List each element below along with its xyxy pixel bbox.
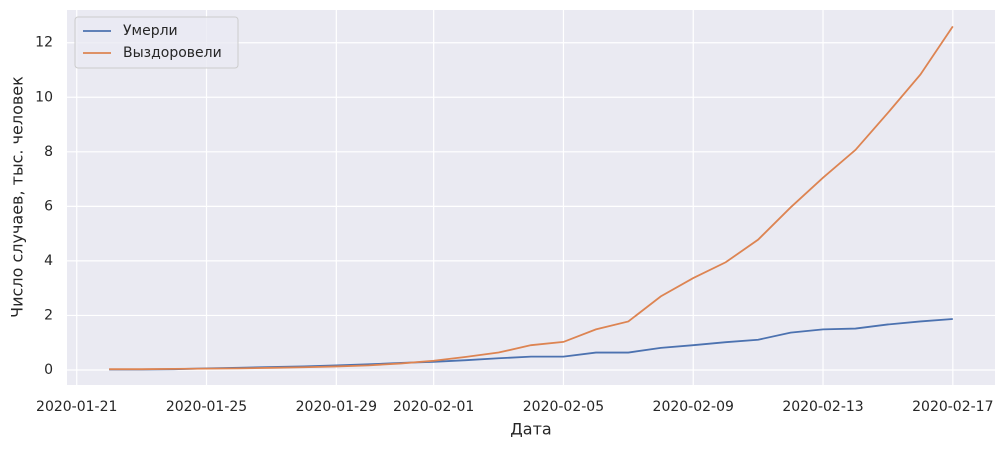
x-tick-label: 2020-02-17 [912, 399, 993, 415]
y-tick-label: 12 [35, 35, 53, 51]
legend-label: Умерли [123, 23, 178, 39]
y-tick-label: 6 [44, 198, 53, 214]
y-tick-label: 4 [44, 253, 53, 269]
y-axis-label: Число случаев, тыс. человек [8, 76, 27, 318]
x-tick-label: 2020-01-25 [166, 399, 247, 415]
legend-box [74, 16, 239, 69]
y-tick-label: 8 [44, 144, 53, 160]
y-tick-label: 2 [44, 307, 53, 323]
x-axis-label: Дата [510, 420, 551, 439]
lines [109, 25, 954, 371]
y-tick-label: 0 [44, 362, 53, 378]
legend-label: Выздоровели [123, 45, 222, 61]
x-tick-label: 2020-02-09 [653, 399, 734, 415]
x-tick-label: 2020-01-29 [296, 399, 377, 415]
line [109, 25, 954, 371]
x-tick-label: 2020-02-05 [523, 399, 604, 415]
x-tick-label: 2020-02-01 [393, 399, 474, 415]
y-tick-label: 10 [35, 89, 53, 105]
grid [67, 10, 995, 385]
plot-area [67, 10, 995, 385]
x-tick-label: 2020-01-21 [36, 399, 117, 415]
legend: Умерли Выздоровели [74, 16, 239, 69]
x-tick-label: 2020-02-13 [782, 399, 863, 415]
